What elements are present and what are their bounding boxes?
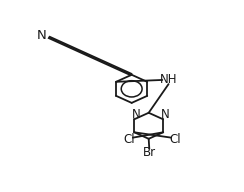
Text: N: N <box>37 29 47 42</box>
Text: N: N <box>161 108 170 121</box>
Text: N: N <box>132 108 141 121</box>
Text: Br: Br <box>143 146 156 159</box>
Text: NH: NH <box>160 74 177 86</box>
Text: Cl: Cl <box>169 133 181 146</box>
Text: Cl: Cl <box>123 133 135 146</box>
